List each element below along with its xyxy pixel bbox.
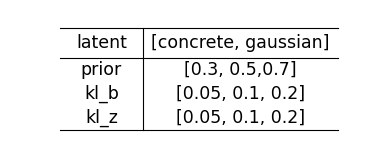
Text: [0.05, 0.1, 0.2]: [0.05, 0.1, 0.2] xyxy=(176,109,305,127)
Text: kl_z: kl_z xyxy=(85,109,118,127)
Text: latent: latent xyxy=(76,34,127,52)
Text: kl_b: kl_b xyxy=(84,85,119,103)
Text: [concrete, gaussian]: [concrete, gaussian] xyxy=(151,34,330,52)
Text: [0.05, 0.1, 0.2]: [0.05, 0.1, 0.2] xyxy=(176,85,305,103)
Text: [0.3, 0.5,0.7]: [0.3, 0.5,0.7] xyxy=(184,61,297,79)
Text: prior: prior xyxy=(81,61,122,79)
